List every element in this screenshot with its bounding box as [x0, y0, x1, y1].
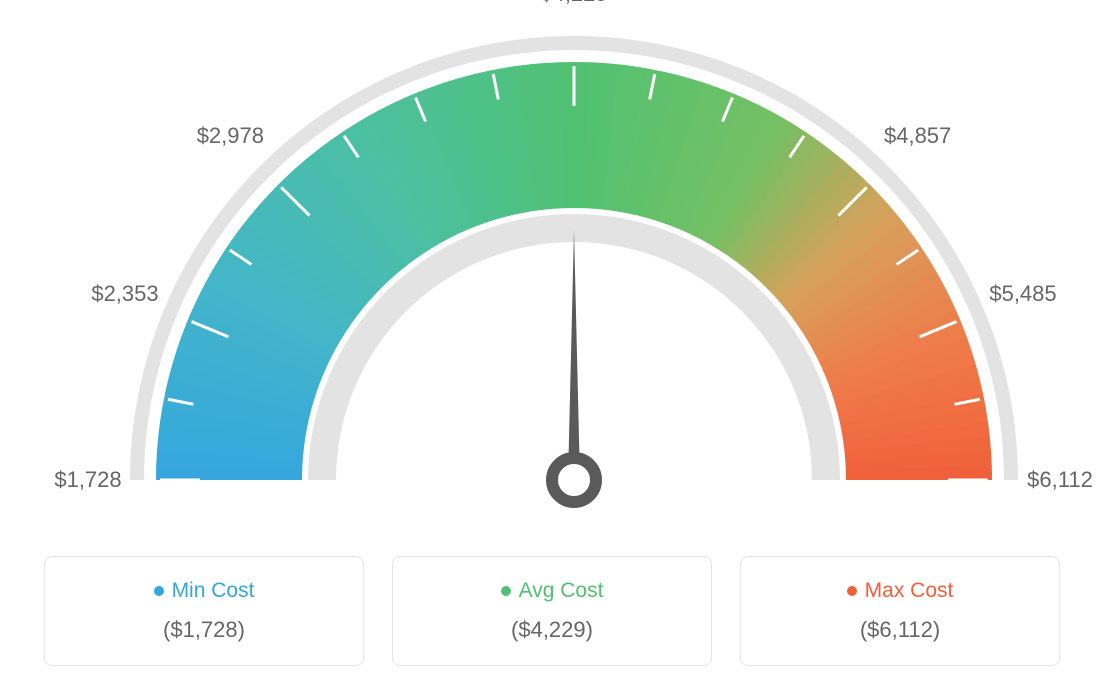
max-cost-card: Max Cost ($6,112)	[740, 556, 1060, 666]
legend-row: Min Cost ($1,728) Avg Cost ($4,229) Max …	[0, 556, 1104, 666]
tick-label: $2,978	[197, 123, 264, 149]
max-dot	[847, 586, 857, 596]
min-value: ($1,728)	[45, 617, 363, 643]
tick-label: $1,728	[54, 467, 121, 493]
max-title: Max Cost	[741, 579, 1059, 603]
tick-label: $6,112	[1027, 467, 1093, 493]
cost-gauge: $1,728$2,353$2,978$4,229$4,857$5,485$6,1…	[22, 0, 1082, 540]
avg-dot	[501, 586, 511, 596]
min-title: Min Cost	[45, 579, 363, 603]
tick-label: $2,353	[91, 281, 158, 307]
max-value: ($6,112)	[741, 617, 1059, 643]
tick-label: $4,857	[884, 123, 951, 149]
avg-title: Avg Cost	[393, 579, 711, 603]
tick-label: $4,229	[540, 0, 607, 7]
avg-value: ($4,229)	[393, 617, 711, 643]
avg-cost-card: Avg Cost ($4,229)	[392, 556, 712, 666]
gauge-svg	[22, 0, 1082, 540]
tick-label: $5,485	[989, 281, 1056, 307]
min-cost-card: Min Cost ($1,728)	[44, 556, 364, 666]
min-dot	[154, 586, 164, 596]
